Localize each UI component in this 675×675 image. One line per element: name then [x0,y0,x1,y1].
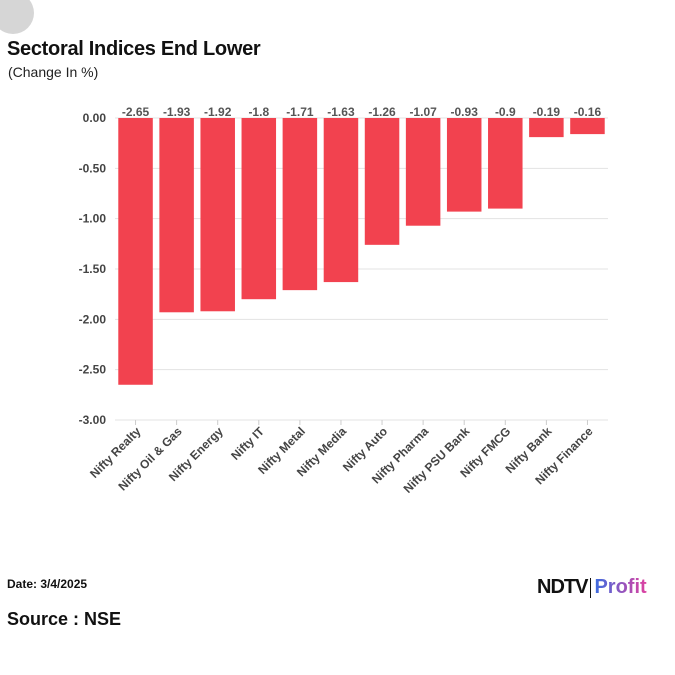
y-tick-label: -3.00 [79,413,107,427]
data-label: -1.26 [368,105,396,119]
x-tick-label: Nifty IT [228,424,267,463]
bar [364,118,400,245]
bar [323,118,359,283]
bar [159,118,194,313]
data-label: -1.71 [286,105,314,119]
bar [282,118,318,291]
data-label: -1.8 [248,105,269,119]
bar [488,118,523,209]
bar [529,118,564,138]
ndtv-profit-logo: NDTV Profit [537,576,647,599]
data-label: -0.9 [495,105,516,119]
data-label: -0.16 [574,105,602,119]
y-tick-label: -1.50 [79,262,107,276]
bar [570,118,605,135]
data-label: -0.93 [451,105,479,119]
bar [200,118,235,312]
bar [241,118,277,300]
y-tick-label: 0.00 [83,111,107,125]
bar [118,118,153,385]
logo-ndtv: NDTV [537,576,588,598]
data-label: -2.65 [122,105,150,119]
data-label: -1.92 [204,105,232,119]
chart-title: Sectoral Indices End Lower [7,38,261,60]
data-label: -1.93 [163,105,191,119]
y-tick-label: -0.50 [79,161,107,175]
y-tick-label: -2.00 [79,312,107,326]
data-label: -1.63 [327,105,355,119]
bar [446,118,482,212]
logo-profit: Profit [594,576,647,598]
y-tick-label: -1.00 [79,212,107,226]
bar-chart: 0.00 -0.50 -1.00 -1.50 -2.00 -2.50 -3.00 -2.65 N… [79,105,608,496]
data-label: -1.07 [409,105,437,119]
chart-subtitle: (Change In %) [8,64,99,80]
date-label: Date: 3/4/2025 [7,577,88,591]
source-label: Source : NSE [7,609,122,629]
y-tick-label: -2.50 [79,363,107,377]
bar [405,118,441,226]
data-label: -0.19 [533,105,561,119]
